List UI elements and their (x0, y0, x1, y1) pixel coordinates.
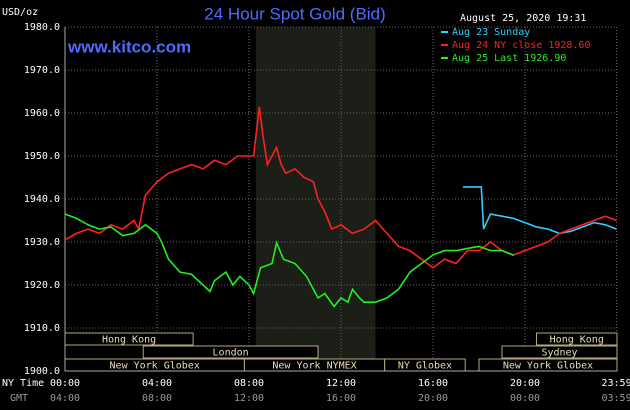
session-bar (142, 345, 319, 359)
session-label: New York Globex (110, 361, 200, 372)
legend-label: Aug 25 Last 1926.90 (452, 53, 566, 64)
session-label: NY Globex (398, 361, 452, 372)
site-label: www.kitco.com (67, 37, 191, 56)
x-tick-label: 04:00 (142, 378, 172, 389)
y-tick-label: 1910.0 (24, 323, 60, 334)
y-tick-label: 1950.0 (24, 151, 60, 162)
y-tick-label: 1900.0 (24, 366, 60, 377)
y-axis-label: USD/oz (2, 7, 38, 18)
x2-axis-label: GMT (10, 393, 28, 404)
y-tick-label: 1980.0 (24, 22, 60, 33)
y-tick-label: 1940.0 (24, 194, 60, 205)
x-tick-label: 20:00 (510, 378, 540, 389)
session-bar (536, 332, 618, 346)
timestamp: August 25, 2020 19:31 (460, 13, 586, 24)
session-label: New York Globex (503, 361, 593, 372)
session-label: Sydney (541, 348, 577, 359)
series-line (462, 186, 617, 235)
chart-title: 24 Hour Spot Gold (Bid) (204, 4, 385, 23)
session-bar (501, 345, 618, 359)
session-label: London (213, 348, 249, 359)
legend-label: Aug 24 NY close 1928.60 (452, 40, 590, 51)
x2-tick-label: 16:00 (326, 393, 356, 404)
x-tick-label: 16:00 (418, 378, 448, 389)
shaded-range (255, 27, 376, 371)
x2-tick-label: 08:00 (142, 393, 172, 404)
x2-tick-label: 12:00 (234, 393, 264, 404)
x2-tick-label: 20:00 (418, 393, 448, 404)
x-axis-label: NY Time (2, 378, 44, 389)
y-tick-label: 1920.0 (24, 280, 60, 291)
x2-tick-label: 03:59 (601, 393, 630, 404)
x2-tick-label: 04:00 (50, 393, 80, 404)
y-tick-label: 1930.0 (24, 237, 60, 248)
y-tick-label: 1970.0 (24, 65, 60, 76)
x-tick-label: 12:00 (326, 378, 356, 389)
session-label: New York NYMEX (272, 361, 356, 372)
y-tick-label: 1960.0 (24, 108, 60, 119)
session-label: Hong Kong (550, 335, 604, 346)
legend-label: Aug 23 Sunday (452, 27, 530, 38)
x-tick-label: 00:00 (50, 378, 80, 389)
x-tick-label: 08:00 (234, 378, 264, 389)
series-line (64, 213, 515, 308)
x2-tick-label: 00:00 (510, 393, 540, 404)
session-label: Hong Kong (102, 335, 156, 346)
x-tick-label: 23:59 (601, 378, 630, 389)
